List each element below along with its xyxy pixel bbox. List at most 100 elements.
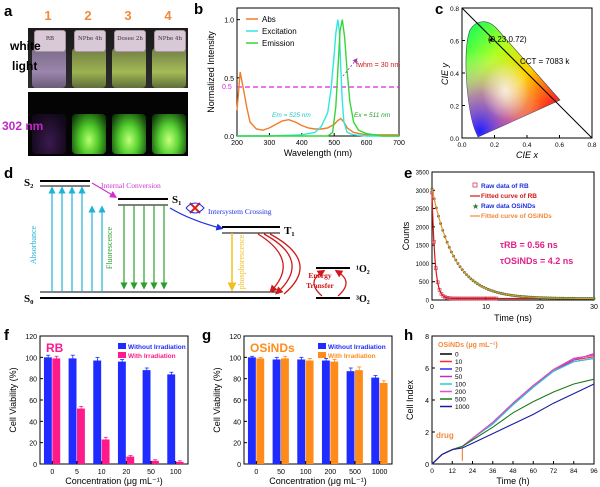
absorbance-arrows	[48, 186, 106, 292]
legend-raw-osinds: Raw data OSiNDs	[481, 203, 536, 210]
label-white: white	[9, 39, 41, 53]
y-tick-label: 20	[233, 441, 241, 448]
x-tick-label: 72	[550, 468, 558, 475]
t1-label: T₁	[284, 225, 295, 237]
bar-without	[321, 360, 330, 464]
y-tick-label: 100	[229, 355, 241, 362]
bar-with	[126, 456, 135, 464]
rb-raw-point	[439, 292, 444, 296]
vial-number-1: 1	[44, 8, 51, 23]
vial-1	[32, 48, 66, 88]
y-tick-label: 0.4	[450, 71, 459, 78]
vial-number-2: 2	[84, 8, 91, 23]
panel-f-legend: Without Irradiation With Irradiation	[118, 343, 186, 360]
y-tick-label: 0	[425, 462, 429, 469]
fwhm-annotation: fwhm = 30 nm	[356, 62, 400, 69]
drug-label: drug	[436, 431, 454, 440]
x-tick-label: 20	[536, 304, 544, 311]
bar-without	[142, 370, 151, 464]
s0-label: S₀	[24, 293, 34, 305]
x-tick-label: 0.6	[555, 142, 564, 149]
y-tick-label: 1500	[416, 244, 430, 250]
panel-g-legend: Without Irradiation With Irradiation	[318, 343, 386, 360]
panel-c-ticks: 0.0 0.2 0.4 0.6 0.8 0.0 0.2 0.4 0.6 0.8	[450, 6, 597, 149]
y-tick-label: 500	[419, 280, 430, 286]
panel-f-xlabel: Concentration (μg mL⁻¹)	[65, 476, 162, 486]
bar-with	[52, 358, 61, 464]
x-tick-label: 0	[430, 304, 434, 311]
isc-label: Intersystem Crossing	[208, 207, 272, 216]
panel-b-series	[236, 19, 399, 137]
label-light: light	[12, 59, 37, 73]
rb-raw-point	[441, 294, 446, 298]
fluorescence-arrows	[120, 205, 168, 290]
bar-without	[117, 361, 126, 464]
jablonski-diagram: S₂ S₁ S₀ T₁ ¹O₂ ³O₂ Absorbance Fl	[24, 177, 370, 305]
x-tick-label: 12	[449, 468, 457, 475]
y-tick-label: 120	[25, 334, 37, 341]
y-tick-label: 0.8	[450, 6, 459, 13]
panel-a-letter: a	[4, 3, 13, 20]
bar-with	[379, 382, 388, 464]
vials-white-light-photo: RB NPbe 4h Dosee 2h NPbe 4h	[28, 28, 188, 88]
legend-label-100: 100	[455, 382, 466, 389]
bar-without	[68, 358, 77, 464]
x-tick-label: 600	[361, 140, 373, 147]
y-tick-label: 0	[237, 462, 241, 469]
internal-conversion-arrow	[91, 182, 118, 198]
bar-without	[272, 359, 281, 464]
legend-excitation: Excitation	[262, 27, 297, 36]
y-tick-label: 1.0	[224, 18, 234, 25]
legend-with: With Irradiation	[328, 353, 376, 360]
legend-label-20: 20	[455, 367, 463, 374]
legend-without: Without Irradiation	[128, 344, 186, 351]
y-tick-label: 40	[29, 419, 37, 426]
bar-without	[247, 357, 256, 464]
x-tick-label: 1000	[372, 469, 388, 476]
legend-fit-rb: Fitted curve of RB	[481, 193, 537, 200]
em-annotation: Em = 525 nm	[272, 112, 311, 119]
x-tick-label: 36	[489, 468, 497, 475]
x-tick-label: 0.2	[490, 142, 499, 149]
legend-raw-osinds-marker: ★	[472, 202, 479, 211]
cct-label: CCT = 7083 k	[520, 57, 570, 66]
panel-b-legend: Abs Excitation Emission	[246, 15, 297, 48]
internal-conversion-label: Internal Conversion	[101, 181, 161, 190]
x-tick-label: 700	[393, 140, 405, 147]
vial-cap-label: NPbe 4h	[157, 36, 183, 42]
cie-horseshoe-white	[465, 21, 560, 137]
x-tick-label: 10	[482, 304, 490, 311]
fwhm-arrow	[342, 58, 358, 77]
y-tick-label: 3000	[416, 189, 430, 195]
x-tick-label: 84	[570, 468, 578, 475]
legend-fit-osinds: Fitted curve of OSiNDs	[481, 213, 552, 220]
x-tick-label: 0.8	[587, 142, 596, 149]
legend-without-swatch	[318, 343, 326, 349]
legend-label-50: 50	[455, 374, 463, 381]
panel-h-ylabel: Cell Index	[405, 379, 415, 420]
triplet-o2-label: ³O₂	[356, 294, 370, 305]
y-tick-label: 0.0	[224, 134, 234, 141]
x-tick-label: 400	[296, 140, 308, 147]
panel-b-ticks: 200 300 400 500 600 700 0.0 0.5 1.0	[224, 18, 405, 147]
isc-cross-icon	[185, 202, 205, 214]
vial-cap-label: RB	[45, 36, 55, 42]
panel-h-legend-title: OSiNDs (μg mL⁻¹)	[438, 342, 498, 349]
vial-number-4: 4	[164, 8, 172, 23]
ex-annotation: Ex = 511 nm	[354, 112, 391, 119]
x-tick-label: 0	[430, 468, 434, 475]
bar-with	[175, 461, 184, 464]
panel-b-xlabel: Wavelength (nm)	[284, 148, 352, 158]
energy-transfer-arcs	[257, 233, 347, 297]
vial-cap-4: NPbe 4h	[154, 30, 186, 52]
panel-g-xlabel: Concentration (μg mL⁻¹)	[269, 476, 366, 486]
bar-with	[305, 360, 314, 464]
legend-label-500: 500	[455, 397, 466, 404]
y-tick-label: 0	[33, 462, 37, 469]
legend-without-swatch	[118, 343, 126, 349]
vial-uv-4	[152, 114, 186, 154]
cie-diagonal	[461, 7, 593, 139]
vial-uv-2	[72, 114, 106, 154]
vial-cap-3: Dosee 2h	[114, 30, 146, 52]
